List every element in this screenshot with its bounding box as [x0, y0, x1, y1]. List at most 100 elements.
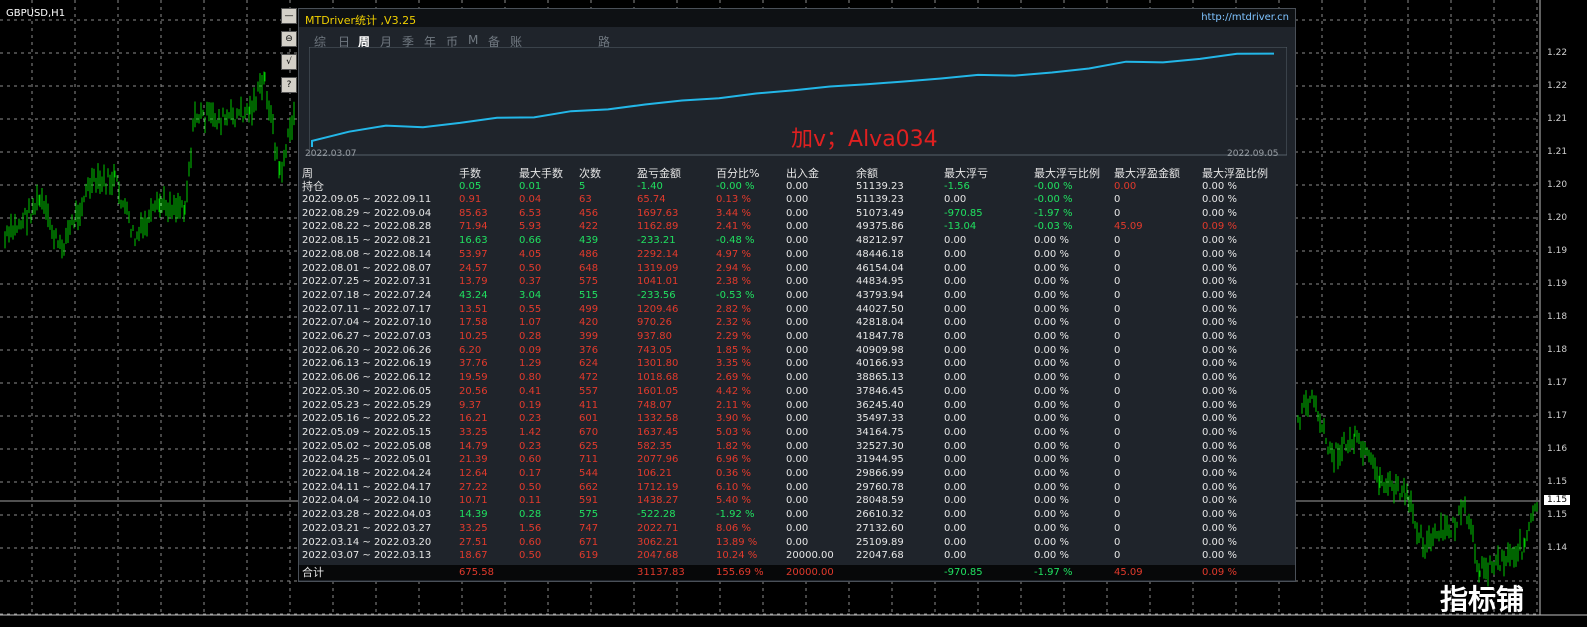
table-row[interactable]: 2022.08.01 ~ 2022.08.07 24.57 0.50 648 1319.…	[302, 262, 1292, 275]
table-cell: 3.44 %	[716, 207, 751, 219]
tab-7[interactable]: M	[468, 33, 479, 47]
price-label: 1.22	[1547, 81, 1568, 91]
table-row[interactable]: 2022.08.08 ~ 2022.08.14 53.97 4.05 486 2292.…	[302, 248, 1292, 261]
table-cell: 0.00	[944, 550, 967, 562]
table-cell: -1.92 %	[716, 509, 755, 521]
table-row[interactable]: 2022.05.30 ~ 2022.06.05 20.56 0.41 557 1601.…	[302, 385, 1292, 398]
equity-line	[311, 52, 1275, 147]
table-row[interactable]: 2022.04.11 ~ 2022.04.17 27.22 0.50 662 1712.…	[302, 481, 1292, 494]
table-row[interactable]: 2022.03.07 ~ 2022.03.13 18.67 0.50 619 2047.…	[302, 549, 1292, 562]
table-cell: 4.97 %	[716, 248, 751, 260]
tab-5[interactable]: 年	[424, 35, 437, 49]
table-cell: 0.00 %	[1034, 426, 1069, 438]
table-cell: 44834.95	[856, 276, 904, 288]
tab-4[interactable]: 季	[402, 35, 415, 49]
table-cell: 0.00 %	[1202, 248, 1237, 260]
tab-6[interactable]: 币	[446, 35, 459, 49]
table-cell: 0	[1114, 522, 1121, 534]
holding-row[interactable]: 持仓 0.05 0.01 5 -1.40 -0.00 % 0.00 51139.23 -1.56…	[302, 180, 1292, 193]
table-cell: 2022.06.20 ~ 2022.06.26	[302, 344, 432, 356]
total-label: 合计	[302, 566, 324, 579]
table-cell: 0.00	[944, 426, 967, 438]
table-row[interactable]: 2022.05.02 ~ 2022.05.08 14.79 0.23 625 582.3…	[302, 440, 1292, 453]
panel-title: MTDriver统计 ,V3.25	[305, 14, 417, 27]
table-row[interactable]: 2022.03.28 ~ 2022.04.03 14.39 0.28 575 -522.…	[302, 508, 1292, 521]
table-cell: 2022.07.11 ~ 2022.07.17	[302, 303, 432, 315]
table-cell: 43793.94	[856, 289, 904, 301]
tab-1[interactable]: 日	[338, 35, 351, 49]
table-row[interactable]: 2022.06.13 ~ 2022.06.19 37.76 1.29 624 1301.…	[302, 357, 1292, 370]
table-cell: 2022.04.25 ~ 2022.05.01	[302, 454, 432, 466]
table-cell: 0.00 %	[1202, 454, 1237, 466]
table-cell: 6.10 %	[716, 481, 751, 493]
table-row[interactable]: 2022.06.20 ~ 2022.06.26 6.20 0.09 376 743.05…	[302, 344, 1292, 357]
help-button[interactable]: ?	[281, 77, 297, 93]
table-cell: 0.00	[786, 221, 809, 233]
table-row[interactable]: 2022.06.27 ~ 2022.07.03 10.25 0.28 399 937.8…	[302, 330, 1292, 343]
minimize-button[interactable]: —	[281, 8, 297, 24]
table-cell: -13.04	[944, 221, 977, 233]
table-row[interactable]: 2022.03.14 ~ 2022.03.20 27.51 0.60 671 3062.…	[302, 536, 1292, 549]
table-cell: 0.00 %	[1202, 550, 1237, 562]
table-cell: 0.00	[944, 454, 967, 466]
table-cell: 2292.14	[637, 248, 679, 260]
table-row[interactable]: 2022.04.18 ~ 2022.04.24 12.64 0.17 544 106.2…	[302, 467, 1292, 480]
table-row[interactable]: 2022.07.11 ~ 2022.07.17 13.51 0.55 499 1209.…	[302, 303, 1292, 316]
table-cell: 0.00 %	[1034, 303, 1069, 315]
table-row[interactable]: 2022.07.04 ~ 2022.07.10 17.58 1.07 420 970.2…	[302, 316, 1292, 329]
table-cell: 2022.71	[637, 522, 679, 534]
table-row[interactable]: 2022.08.29 ~ 2022.09.04 85.63 6.53 456 1697.…	[302, 207, 1292, 220]
table-row[interactable]: 2022.08.22 ~ 2022.08.28 71.94 5.93 422 1162.…	[302, 220, 1292, 233]
table-cell: 0.00	[786, 248, 809, 260]
tab-8[interactable]: 备	[488, 35, 501, 49]
table-cell: -1.40	[637, 181, 663, 192]
table-row[interactable]: 2022.05.16 ~ 2022.05.22 16.21 0.23 601 1332.…	[302, 412, 1292, 425]
col-header: 最大浮亏	[944, 167, 988, 180]
table-cell: 3062.21	[637, 536, 679, 548]
table-cell: 2022.07.25 ~ 2022.07.31	[302, 276, 432, 288]
table-cell: 0.50	[519, 550, 542, 562]
table-row[interactable]: 2022.07.18 ~ 2022.07.24 43.24 3.04 515 -233.…	[302, 289, 1292, 302]
table-cell: 2.94 %	[716, 262, 751, 274]
table-cell: 743.05	[637, 344, 672, 356]
table-row[interactable]: 2022.03.21 ~ 2022.03.27 33.25 1.56 747 2022.…	[302, 522, 1292, 535]
brand-watermark: 指标铺	[1440, 583, 1525, 616]
table-cell: 0.00 %	[1034, 331, 1069, 342]
table-row[interactable]: 2022.09.05 ~ 2022.09.11 0.91 0.04 63 65.74 0.…	[302, 193, 1292, 206]
equity-curve-chart	[309, 47, 1287, 156]
col-header: 最大手数	[519, 167, 563, 180]
table-row[interactable]: 2022.05.09 ~ 2022.05.15 33.25 1.42 670 1637.…	[302, 426, 1292, 439]
table-cell: 10.71	[459, 495, 488, 507]
table-cell: 2022.08.08 ~ 2022.08.14	[302, 248, 432, 260]
table-row[interactable]: 2022.07.25 ~ 2022.07.31 13.79 0.37 575 1041.…	[302, 275, 1292, 288]
table-row[interactable]: 2022.08.15 ~ 2022.08.21 16.63 0.66 439 -233.…	[302, 234, 1292, 247]
table-row[interactable]: 2022.06.06 ~ 2022.06.12 19.59 0.80 472 1018.…	[302, 371, 1292, 384]
price-label: 1.21	[1547, 114, 1568, 124]
table-cell: 0.00	[786, 331, 809, 342]
col-header: 盈亏金额	[637, 167, 681, 180]
table-cell: 0.00 %	[1034, 358, 1069, 370]
website-link[interactable]: http://mtdriver.cn	[1201, 12, 1289, 23]
total-cell: 20000.00	[786, 567, 834, 578]
check-button[interactable]: √	[281, 54, 297, 70]
table-cell: 0.00	[944, 358, 967, 370]
tab-3[interactable]: 月	[380, 35, 393, 49]
table-row[interactable]: 2022.05.23 ~ 2022.05.29 9.37 0.19 411 748.07…	[302, 399, 1292, 412]
table-cell: 0.50	[519, 481, 542, 493]
table-cell: 13.79	[459, 276, 488, 288]
table-cell: 2022.03.07 ~ 2022.03.13	[302, 550, 432, 562]
table-cell: 0.28	[519, 509, 542, 521]
table-cell: 0.41	[519, 385, 542, 397]
total-cell: 0.09 %	[1202, 567, 1237, 578]
table-cell: 0.00 %	[1034, 522, 1069, 534]
price-label: 1.16	[1547, 444, 1568, 454]
table-cell: 38865.13	[856, 372, 904, 384]
tab-0[interactable]: 综	[314, 35, 327, 49]
table-cell: 0	[1114, 468, 1121, 479]
table-row[interactable]: 2022.04.25 ~ 2022.05.01 21.39 0.60 711 2077.…	[302, 453, 1292, 466]
zoom-out-button[interactable]: ⊖	[281, 31, 297, 47]
table-cell: 2022.04.18 ~ 2022.04.24	[302, 468, 432, 479]
table-cell: 0.00	[944, 303, 967, 315]
table-row[interactable]: 2022.04.04 ~ 2022.04.10 10.71 0.11 591 1438.…	[302, 494, 1292, 507]
tab-2[interactable]: 周	[358, 35, 371, 49]
